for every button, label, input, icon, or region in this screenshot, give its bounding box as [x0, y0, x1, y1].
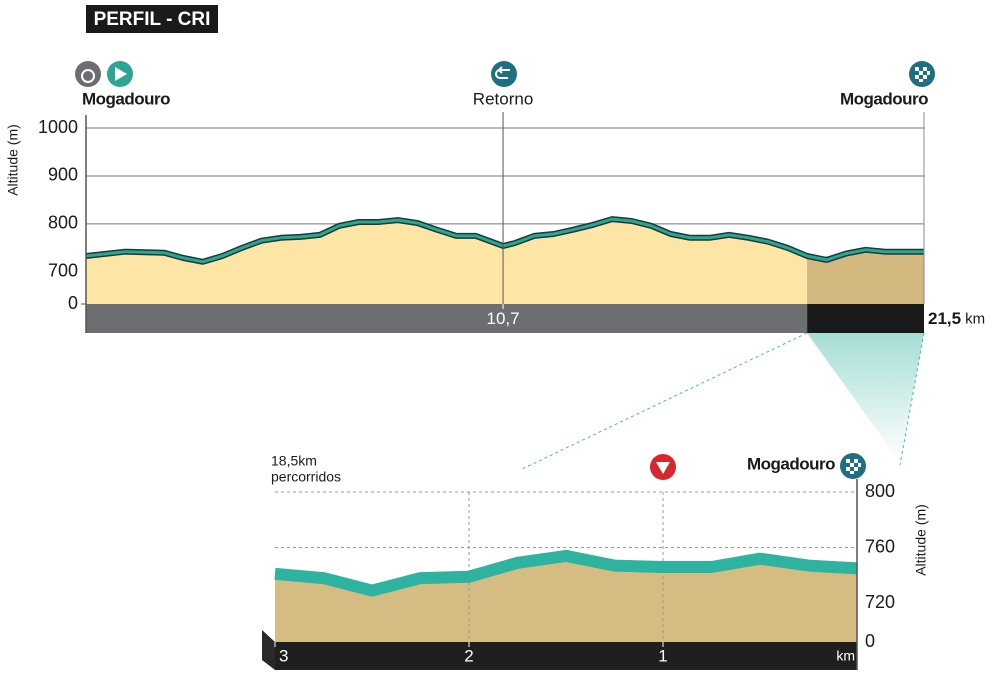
place-label: Mogadouro — [82, 89, 170, 108]
y-tick-label: 800 — [865, 481, 895, 501]
turn-icon — [495, 66, 510, 79]
zoom-slab — [262, 630, 275, 670]
y-tick-label: 0 — [865, 631, 875, 651]
note: percorridos — [271, 469, 341, 485]
highlight-area — [807, 249, 924, 304]
note: 18,5km — [271, 453, 317, 469]
distance-bar — [275, 642, 857, 670]
profile-area — [86, 219, 924, 304]
x-tick-label: 21,5 — [928, 309, 961, 328]
tt-icon — [81, 69, 95, 83]
finish-icon — [846, 459, 861, 474]
highlight-bar — [807, 304, 924, 333]
tt-icon — [75, 61, 101, 87]
zoom-connector — [899, 332, 925, 466]
title: PERFIL - CRI — [94, 9, 211, 30]
profile-line — [85, 217, 924, 264]
place-label: Mogadouro — [747, 454, 835, 473]
x-unit: km — [965, 310, 985, 327]
y-axis-label: Altitude (m) — [5, 124, 21, 196]
profile-ribbon — [274, 549, 858, 597]
y-tick-label: 1000 — [38, 117, 78, 137]
start-icon — [115, 67, 127, 81]
y-tick-label: 720 — [865, 592, 895, 612]
title-box — [86, 5, 218, 33]
zoom-wedge — [807, 333, 924, 462]
y-axis-label: Altitude (m) — [913, 504, 929, 576]
y-tick-label: 700 — [48, 261, 78, 281]
distance-bar — [86, 304, 808, 333]
finish-icon — [915, 67, 930, 82]
profile-area — [275, 555, 857, 642]
x-unit: km — [836, 648, 855, 664]
y-tick-label: 900 — [48, 165, 78, 185]
y-tick-label: 760 — [865, 536, 895, 556]
place-label: Mogadouro — [840, 89, 928, 108]
zoom-connector — [519, 332, 808, 471]
turn-icon — [491, 61, 517, 87]
x-tick-label: 2 — [464, 646, 473, 665]
place-label: Retorno — [473, 89, 533, 108]
x-tick-label: 1 — [658, 646, 667, 665]
x-tick-label: 10,7 — [487, 309, 520, 328]
x-tick-label: 3 — [279, 646, 288, 665]
last-km-icon — [656, 462, 670, 474]
y-tick-label: 0 — [68, 293, 78, 313]
y-tick-label: 800 — [48, 213, 78, 233]
